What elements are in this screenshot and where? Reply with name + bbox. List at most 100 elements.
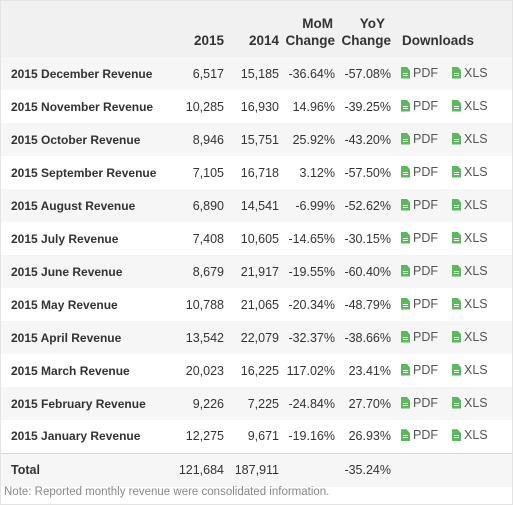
header-2014: 2014	[248, 33, 279, 48]
document-icon	[452, 330, 461, 343]
xls-label: XLS	[464, 263, 488, 278]
row-2015-value: 12,275	[185, 429, 224, 444]
table-row: 2015 September Revenue 7,105 16,718 3.12% -5…	[1, 156, 512, 189]
xls-download-link[interactable]: XLS	[452, 198, 488, 212]
pdf-download-link[interactable]: PDF	[401, 396, 438, 410]
table-row: 2015 December Revenue 6,517 15,185 -36.64% -…	[1, 57, 512, 90]
document-icon	[401, 231, 410, 244]
row-yoy-change: -39.25%	[344, 99, 391, 114]
table-row: 2015 February Revenue 9,226 7,225 -24.84% 27…	[1, 387, 512, 420]
row-downloads: PDF XLS	[391, 123, 512, 156]
pdf-download-link[interactable]: PDF	[401, 66, 438, 80]
pdf-download-link[interactable]: PDF	[401, 428, 438, 442]
pdf-download-link[interactable]: PDF	[401, 264, 438, 278]
pdf-download-link[interactable]: PDF	[401, 165, 438, 179]
total-yoy: -35.24%	[344, 463, 391, 478]
xls-download-link[interactable]: XLS	[452, 428, 488, 442]
row-mom-change: 25.92%	[292, 132, 335, 147]
row-downloads: PDF XLS	[391, 156, 512, 189]
table-row: 2015 April Revenue 13,542 22,079 -32.37% -38…	[1, 321, 512, 354]
document-icon	[452, 363, 461, 376]
xls-download-link[interactable]: XLS	[452, 231, 488, 245]
xls-download-link[interactable]: XLS	[452, 99, 488, 113]
row-yoy-change: -57.08%	[344, 66, 391, 81]
xls-label: XLS	[464, 230, 488, 245]
pdf-label: PDF	[413, 362, 438, 377]
row-yoy-change: -38.66%	[344, 330, 391, 345]
row-name: 2015 June Revenue	[11, 264, 123, 279]
xls-label: XLS	[464, 428, 488, 443]
xls-label: XLS	[464, 395, 488, 410]
row-2015-value: 8,946	[192, 132, 224, 147]
xls-download-link[interactable]: XLS	[452, 396, 488, 410]
row-name: 2015 October Revenue	[11, 132, 141, 147]
document-icon	[452, 165, 461, 178]
xls-download-link[interactable]: XLS	[452, 363, 488, 377]
table-row: 2015 January Revenue 12,275 9,671 -19.16% 26…	[1, 420, 512, 453]
xls-download-link[interactable]: XLS	[452, 297, 488, 311]
pdf-label: PDF	[413, 329, 438, 344]
header-downloads: Downloads	[402, 33, 475, 48]
xls-download-link[interactable]: XLS	[452, 132, 488, 146]
row-mom-change: -6.99%	[295, 198, 335, 213]
header-yoy-line2: Change	[341, 33, 391, 48]
table-body: 2015 December Revenue 6,517 15,185 -36.64% -…	[1, 57, 512, 453]
xls-label: XLS	[464, 131, 488, 146]
header-yoy-line1: YoY	[359, 16, 385, 31]
document-icon	[452, 396, 461, 409]
row-2014-value: 14,541	[240, 198, 279, 213]
pdf-download-link[interactable]: PDF	[401, 132, 438, 146]
row-name: 2015 April Revenue	[11, 330, 122, 345]
row-yoy-change: 27.70%	[348, 396, 391, 411]
table-header-row: 2015 2014 MoM Change YoY Change Downloads	[1, 1, 512, 57]
row-yoy-change: 26.93%	[348, 429, 391, 444]
document-icon	[401, 165, 410, 178]
pdf-label: PDF	[413, 131, 438, 146]
row-yoy-change: -48.79%	[344, 297, 391, 312]
header-mom-line1: MoM	[302, 16, 333, 31]
xls-download-link[interactable]: XLS	[452, 165, 488, 179]
revenue-table: 2015 2014 MoM Change YoY Change Downloads …	[1, 1, 512, 487]
document-icon	[401, 297, 410, 310]
table-row: 2015 July Revenue 7,408 10,605 -14.65% -30.1…	[1, 222, 512, 255]
row-2015-value: 8,679	[192, 264, 224, 279]
row-mom-change: -14.65%	[288, 231, 335, 246]
row-downloads: PDF XLS	[391, 189, 512, 222]
pdf-download-link[interactable]: PDF	[401, 330, 438, 344]
row-name: 2015 March Revenue	[11, 363, 130, 378]
pdf-download-link[interactable]: PDF	[401, 231, 438, 245]
xls-label: XLS	[464, 98, 488, 113]
row-2015-value: 13,542	[185, 330, 224, 345]
row-downloads: PDF XLS	[391, 222, 512, 255]
xls-label: XLS	[464, 65, 488, 80]
xls-download-link[interactable]: XLS	[452, 264, 488, 278]
table-row: 2015 June Revenue 8,679 21,917 -19.55% -60.4…	[1, 255, 512, 288]
pdf-label: PDF	[413, 296, 438, 311]
xls-download-link[interactable]: XLS	[452, 330, 488, 344]
header-yoy-change: YoY Change	[335, 1, 391, 57]
row-downloads: PDF XLS	[391, 387, 512, 420]
row-mom-change: -20.34%	[288, 297, 335, 312]
row-2014-value: 22,079	[240, 330, 279, 345]
document-icon	[401, 66, 410, 79]
pdf-download-link[interactable]: PDF	[401, 363, 438, 377]
document-icon	[452, 264, 461, 277]
total-label: Total	[11, 463, 40, 478]
row-downloads: PDF XLS	[391, 354, 512, 387]
table-row: 2015 November Revenue 10,285 16,930 14.96% -…	[1, 90, 512, 123]
pdf-download-link[interactable]: PDF	[401, 297, 438, 311]
row-yoy-change: -57.50%	[344, 165, 391, 180]
row-2015-value: 7,408	[192, 231, 224, 246]
row-mom-change: -36.64%	[288, 66, 335, 81]
pdf-download-link[interactable]: PDF	[401, 99, 438, 113]
document-icon	[452, 231, 461, 244]
row-2015-value: 10,788	[185, 297, 224, 312]
row-2014-value: 16,225	[240, 363, 279, 378]
pdf-download-link[interactable]: PDF	[401, 198, 438, 212]
xls-download-link[interactable]: XLS	[452, 66, 488, 80]
header-mom-change: MoM Change	[279, 1, 335, 57]
xls-label: XLS	[464, 362, 488, 377]
row-2014-value: 7,225	[247, 396, 279, 411]
row-2014-value: 21,065	[240, 297, 279, 312]
row-name: 2015 January Revenue	[11, 429, 141, 444]
